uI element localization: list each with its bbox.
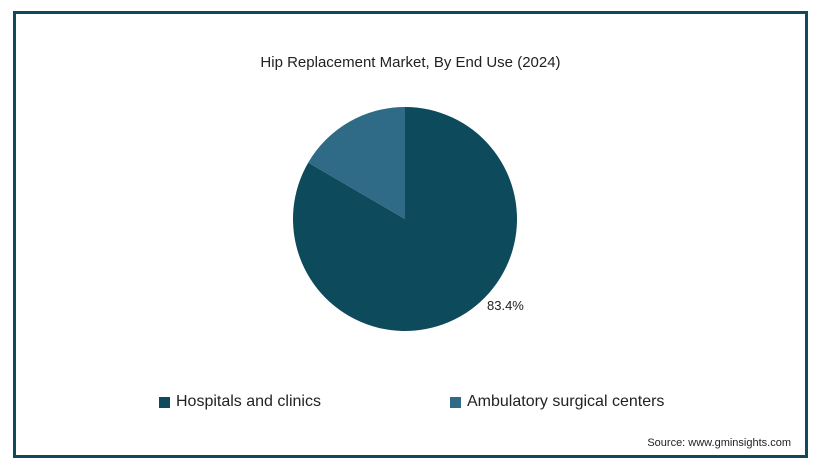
legend: Hospitals and clinics Ambulatory surgica…	[16, 393, 805, 417]
chart-title: Hip Replacement Market, By End Use (2024…	[260, 54, 561, 71]
legend-label-ambulatory: Ambulatory surgical centers	[467, 393, 665, 410]
pie-chart: 83.4%	[293, 107, 524, 332]
legend-swatch-hospitals	[159, 396, 170, 408]
legend-item-hospitals: Hospitals and clinics	[159, 393, 321, 411]
pie-slice-0	[293, 107, 517, 332]
pie-slice-1	[308, 107, 405, 219]
legend-swatch-ambulatory	[450, 396, 461, 408]
legend-item-ambulatory: Ambulatory surgical centers	[450, 393, 664, 411]
legend-label-hospitals: Hospitals and clinics	[176, 393, 321, 410]
data-label-0: 83.4%	[487, 298, 524, 313]
source-note: Source: www.gminsights.com	[647, 437, 791, 449]
chart-frame: Hip Replacement Market, By End Use (2024…	[13, 11, 808, 458]
